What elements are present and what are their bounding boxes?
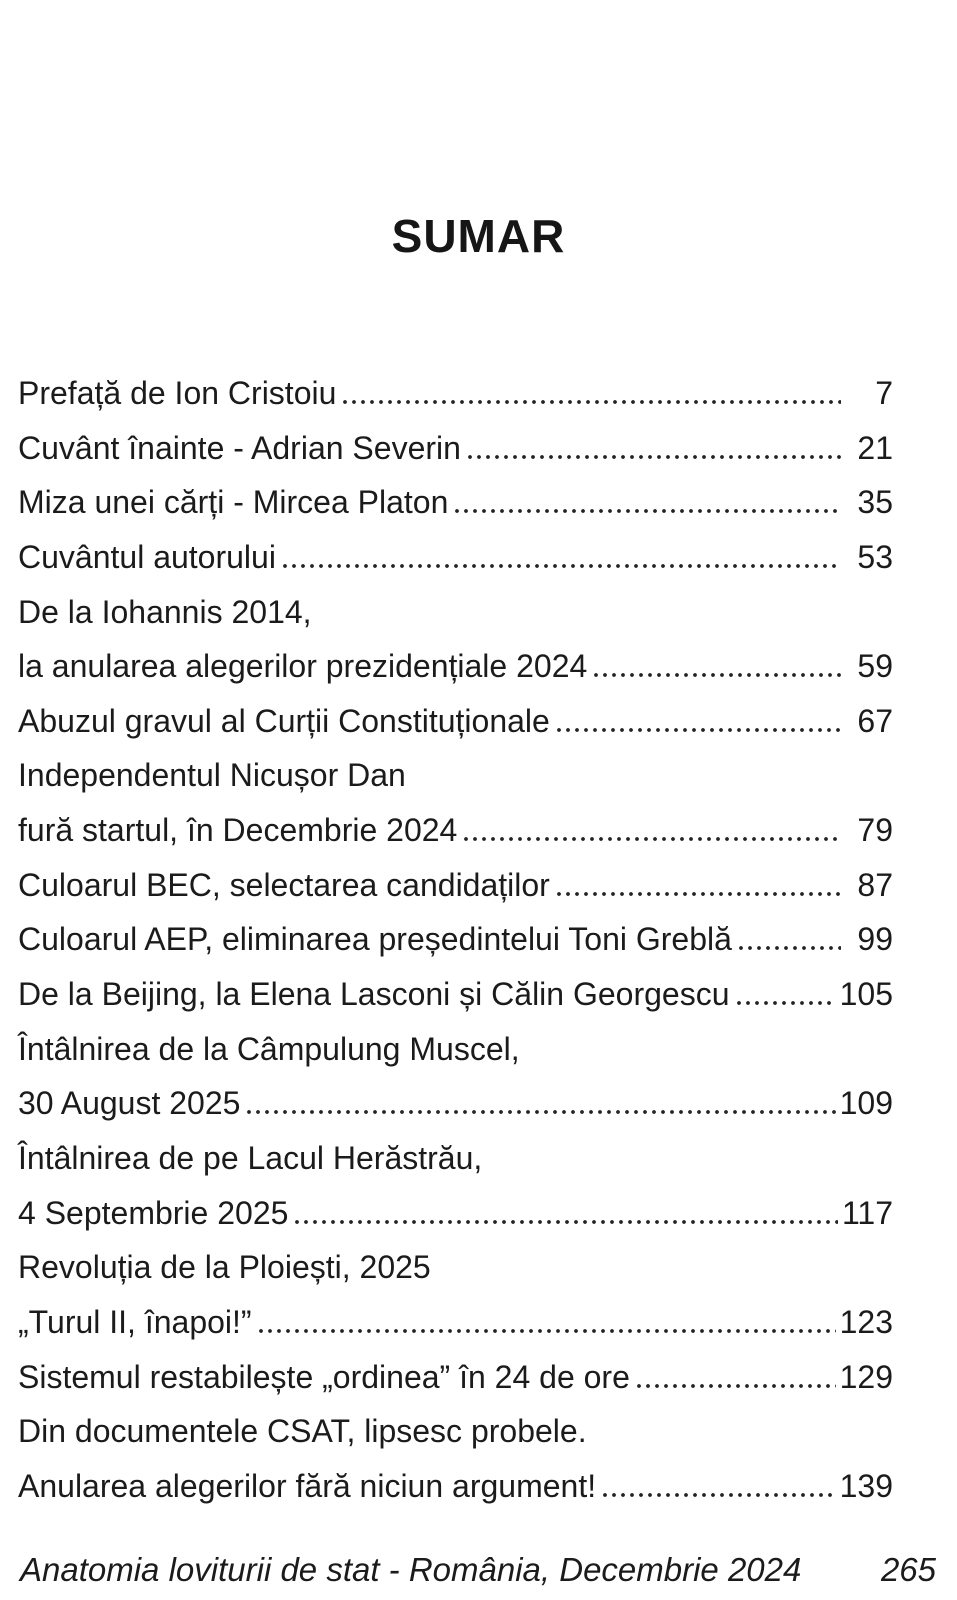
toc-entry-label: Sistemul restabilește „ordinea” în 24 de… <box>18 1358 630 1395</box>
dot-leader <box>556 891 841 896</box>
toc-entry: „Turul II, înapoi!” 123 <box>18 1304 893 1359</box>
toc-entry: Independentul Nicușor Dan <box>18 757 893 812</box>
dot-leader <box>247 1110 836 1115</box>
toc-entry-page-number: 99 <box>857 921 893 958</box>
dot-leader <box>455 509 841 514</box>
toc-entry: Întâlnirea de la Câmpulung Muscel, <box>18 1031 893 1086</box>
toc-entry: De la Iohannis 2014, <box>18 594 893 649</box>
toc-entry-label: Anularea alegerilor fără niciun argument… <box>18 1467 597 1504</box>
toc-entry-label: Cuvântul autorului <box>18 538 276 575</box>
toc-entry-label: la anularea alegerilor prezidențiale 202… <box>18 648 588 685</box>
toc-entry-label: Întâlnirea de pe Lacul Herăstrău, <box>18 1139 483 1176</box>
toc-entry: Prefață de Ion Cristoiu 7 <box>18 375 893 430</box>
toc-entry: Sistemul restabilește „ordinea” în 24 de… <box>18 1359 893 1414</box>
toc-entry-label: De la Beijing, la Elena Lasconi și Călin… <box>18 976 730 1013</box>
toc-entry-page-number: 79 <box>857 812 893 849</box>
toc-entry-label: Independentul Nicușor Dan <box>18 757 406 794</box>
toc-entry-page-number: 53 <box>857 538 893 575</box>
toc-entry-page-number: 87 <box>857 866 893 903</box>
dot-leader <box>594 673 841 678</box>
toc-entry-label: Miza unei cărți - Mircea Platon <box>18 484 449 521</box>
toc-entry-page-number: 139 <box>839 1467 893 1504</box>
toc-entry: Anularea alegerilor fără niciun argument… <box>18 1468 893 1523</box>
dot-leader <box>736 1001 836 1006</box>
toc-entry-label: Întâlnirea de la Câmpulung Muscel, <box>18 1030 520 1067</box>
toc-entry-page-number: 117 <box>841 1194 893 1231</box>
toc-entry-label: Din documentele CSAT, lipsesc probele. <box>18 1413 587 1450</box>
toc-entry-page-number: 35 <box>857 484 893 521</box>
toc-entry: Cuvânt înainte - Adrian Severin 21 <box>18 430 893 485</box>
toc-entry-label: Culoarul BEC, selectarea candidaților <box>18 866 550 903</box>
toc-entry-page-number: 7 <box>875 375 893 411</box>
toc-entry-label: 4 Septembrie 2025 <box>18 1194 289 1231</box>
footer-book-title: Anatomia loviturii de stat - România, De… <box>20 1551 802 1588</box>
toc-entry: Întâlnirea de pe Lacul Herăstrău, <box>18 1140 893 1195</box>
toc-entry: fură startul, în Decembrie 2024 79 <box>18 812 893 867</box>
toc-entry: Din documentele CSAT, lipsesc probele. <box>18 1413 893 1468</box>
toc-entry: 4 Septembrie 2025 117 <box>18 1195 893 1250</box>
footer-page-number: 265 <box>880 1551 936 1588</box>
dot-leader <box>343 400 841 404</box>
running-footer: Anatomia loviturii de stat - România, De… <box>20 1551 936 1589</box>
toc-list: Prefață de Ion Cristoiu 7 Cuvânt înainte -… <box>18 375 893 1522</box>
toc-entry-label: Culoarul AEP, eliminarea președintelui T… <box>18 921 732 958</box>
toc-entry: Culoarul AEP, eliminarea președintelui T… <box>18 921 893 976</box>
toc-entry-page-number: 109 <box>839 1085 893 1122</box>
toc-entry: Culoarul BEC, selectarea candidaților 87 <box>18 867 893 922</box>
toc-entry: Abuzul gravul al Curții Constituționale 6… <box>18 703 893 758</box>
dot-leader <box>603 1492 836 1497</box>
toc-entry: Cuvântul autorului 53 <box>18 539 893 594</box>
page-title: SUMAR <box>391 210 566 262</box>
toc-entry-page-number: 105 <box>839 976 893 1013</box>
toc-entry-label: Cuvânt înainte - Adrian Severin <box>18 429 461 466</box>
toc-entry-page-number: 123 <box>839 1303 893 1340</box>
toc-entry-label: Abuzul gravul al Curții Constituționale <box>18 702 550 739</box>
toc-entry-label: Revoluția de la Ploiești, 2025 <box>18 1249 431 1286</box>
toc-entry: Miza unei cărți - Mircea Platon 35 <box>18 484 893 539</box>
toc-entry-label: fură startul, în Decembrie 2024 <box>18 812 458 849</box>
dot-leader <box>738 946 841 951</box>
toc-entry: Revoluția de la Ploiești, 2025 <box>18 1249 893 1304</box>
toc-entry-label: 30 August 2025 <box>18 1085 241 1122</box>
toc-entry: la anularea alegerilor prezidențiale 202… <box>18 648 893 703</box>
toc-entry: De la Beijing, la Elena Lasconi și Călin… <box>18 976 893 1031</box>
toc-entry-label: Prefață de Ion Cristoiu <box>18 375 337 411</box>
toc-entry-label: De la Iohannis 2014, <box>18 593 312 630</box>
dot-leader <box>556 727 841 732</box>
toc-entry-page-number: 59 <box>857 648 893 685</box>
toc-entry: 30 August 2025 109 <box>18 1085 893 1140</box>
dot-leader <box>636 1383 836 1388</box>
dot-leader <box>282 563 841 568</box>
toc-entry-page-number: 21 <box>857 429 893 466</box>
dot-leader <box>295 1219 838 1224</box>
toc-entry-page-number: 67 <box>857 702 893 739</box>
dot-leader <box>464 837 841 842</box>
toc-entry-label: „Turul II, înapoi!” <box>18 1303 252 1340</box>
dot-leader <box>467 454 841 459</box>
toc-entry-page-number: 129 <box>839 1358 893 1395</box>
dot-leader <box>258 1328 836 1333</box>
